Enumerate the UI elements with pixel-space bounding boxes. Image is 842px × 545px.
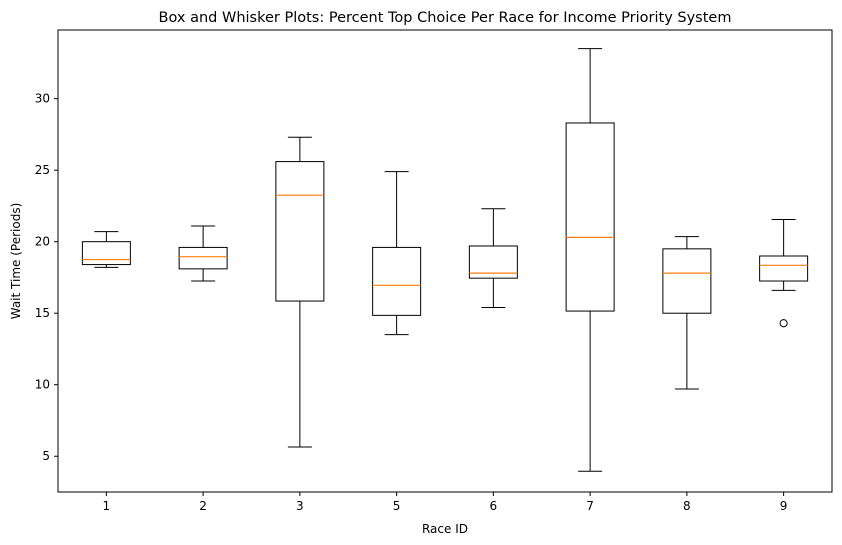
y-tick-label: 30 bbox=[35, 92, 50, 106]
y-tick-label: 25 bbox=[35, 163, 50, 177]
box-item bbox=[178, 225, 228, 282]
plot-area-frame bbox=[57, 29, 833, 493]
box-item bbox=[372, 171, 422, 336]
box-iqr bbox=[468, 245, 518, 279]
y-axis-label: Wait Time (Periods) bbox=[9, 203, 23, 320]
box-item bbox=[275, 136, 325, 448]
x-tick-label: 6 bbox=[490, 499, 498, 513]
x-tick-label: 7 bbox=[586, 499, 594, 513]
x-tick-label: 5 bbox=[393, 499, 401, 513]
box-item bbox=[81, 231, 131, 268]
boxes-group bbox=[81, 48, 809, 472]
box-item bbox=[662, 236, 712, 390]
x-tick-label: 1 bbox=[103, 499, 111, 513]
box-iqr bbox=[81, 241, 131, 266]
box-iqr bbox=[662, 248, 712, 314]
y-tick-label: 20 bbox=[35, 235, 50, 249]
y-tick-label: 10 bbox=[35, 378, 50, 392]
y-tick-label: 5 bbox=[42, 449, 50, 463]
x-tick-label: 8 bbox=[683, 499, 691, 513]
y-axis: 5 10 15 20 25 30 bbox=[35, 92, 58, 463]
y-tick-label: 15 bbox=[35, 306, 50, 320]
box-iqr bbox=[372, 246, 422, 316]
x-tick-label: 2 bbox=[199, 499, 207, 513]
box-iqr bbox=[178, 246, 228, 270]
box-item bbox=[468, 208, 518, 308]
x-tick-label: 3 bbox=[296, 499, 304, 513]
box-iqr bbox=[275, 161, 325, 302]
chart-title: Box and Whisker Plots: Percent Top Choic… bbox=[159, 10, 732, 26]
x-axis-label: Race ID bbox=[422, 522, 468, 536]
box-iqr bbox=[759, 255, 809, 282]
box-iqr bbox=[565, 122, 615, 312]
box-item bbox=[759, 219, 809, 328]
x-tick-label: 9 bbox=[780, 499, 788, 513]
outlier-point bbox=[779, 319, 788, 328]
x-axis: 1 2 3 5 6 7 8 9 bbox=[103, 492, 788, 513]
box-item bbox=[565, 48, 615, 472]
